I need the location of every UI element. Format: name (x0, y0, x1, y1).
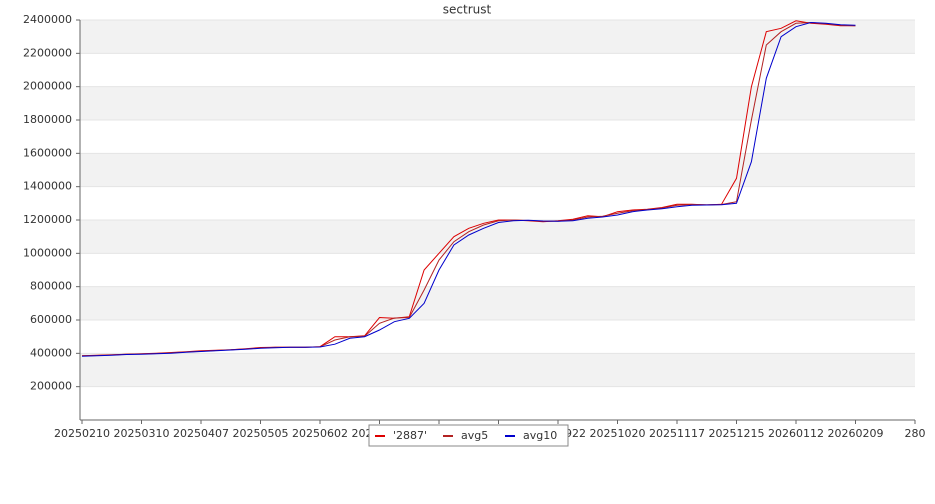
x-tick-label: 20250210 (54, 427, 110, 440)
grid-band (80, 220, 915, 254)
y-tick-label: 800000 (30, 280, 72, 293)
x-tick-label: 20251020 (590, 427, 646, 440)
series-line (81, 21, 856, 357)
x-tick-label: 20250505 (233, 427, 289, 440)
y-tick-label: 2200000 (23, 46, 72, 59)
grid-band (80, 353, 915, 387)
legend-label: avg10 (523, 429, 557, 442)
y-tick-label: 2000000 (23, 80, 72, 93)
legend-box (368, 424, 569, 447)
y-tick-label: 1400000 (23, 180, 72, 193)
grid-band (80, 286, 915, 320)
x-tick-label: 20251215 (709, 427, 765, 440)
grid-band (80, 86, 915, 120)
y-tick-label: 2400000 (23, 13, 72, 26)
x-tick-label: 280 (905, 427, 926, 440)
y-tick-label: 200000 (30, 380, 72, 393)
x-tick-label: 20260209 (828, 427, 884, 440)
x-tick-label: 20251117 (649, 427, 705, 440)
legend-label: avg5 (461, 429, 488, 442)
grid-band (80, 153, 915, 187)
grid-band (80, 20, 915, 54)
y-tick-label: 1200000 (23, 213, 72, 226)
legend-label: '2887' (393, 429, 427, 442)
y-tick-label: 400000 (30, 346, 72, 359)
y-tick-label: 600000 (30, 313, 72, 326)
chart-title: sectrust (443, 3, 492, 17)
y-tick-label: 1000000 (23, 246, 72, 259)
x-tick-label: 20250310 (114, 427, 170, 440)
x-tick-label: 20250602 (292, 427, 348, 440)
x-tick-label: 20260112 (768, 427, 824, 440)
y-tick-label: 1800000 (23, 113, 72, 126)
x-tick-label: 20250407 (173, 427, 229, 440)
y-tick-label: 1600000 (23, 146, 72, 159)
legend: '2887' avg5 avg10 (368, 424, 569, 447)
